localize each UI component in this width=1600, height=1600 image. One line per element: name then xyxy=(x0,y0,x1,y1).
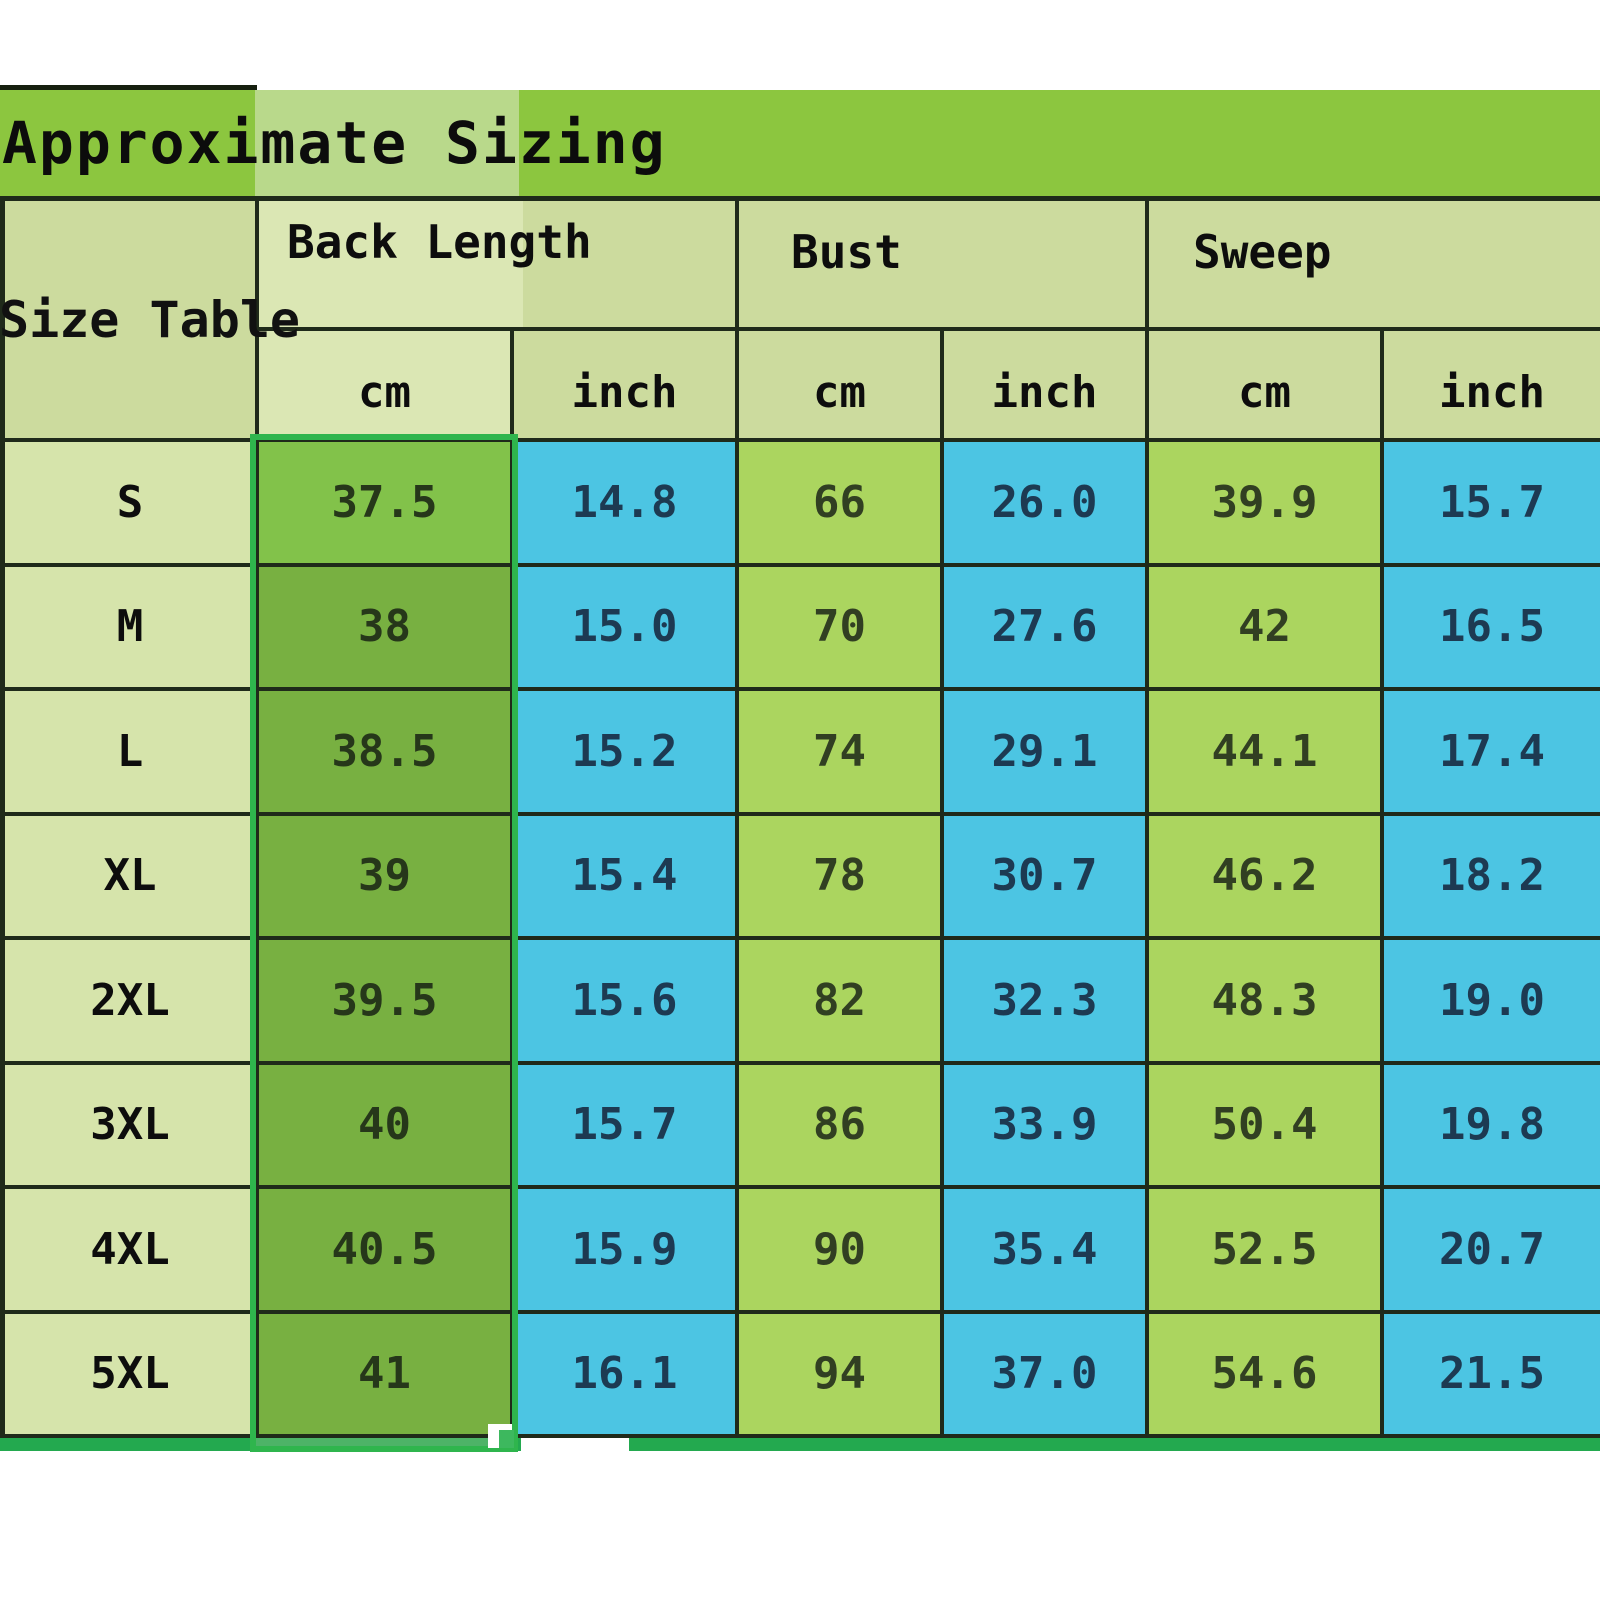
corner-header-cell: Size Table xyxy=(0,201,300,438)
cell-m-bust-cm: 70 xyxy=(739,566,940,687)
cell-l-back-inch: 15.2 xyxy=(514,691,735,812)
selection-handle[interactable] xyxy=(499,1430,514,1448)
cell-5xl-back-cm: 41 xyxy=(259,1313,510,1434)
row-label-5xl: 5XL xyxy=(5,1313,255,1434)
bottom-strip-white-gap xyxy=(521,1438,629,1451)
cell-s-bust-cm: 66 xyxy=(739,442,940,563)
cell-xl-bust-cm: 78 xyxy=(739,815,940,936)
corner-header-label: Size Table xyxy=(0,290,301,349)
cell-s-back-cm: 37.5 xyxy=(259,442,510,563)
page-title: Approximate Sizing xyxy=(2,109,667,177)
cell-l-sweep-cm: 44.1 xyxy=(1149,691,1380,812)
size-table: Size Table Back Length Bust Sweep cm inc… xyxy=(0,196,1600,1439)
cell-4xl-sweep-inch: 20.7 xyxy=(1384,1189,1600,1310)
row-label-3xl: 3XL xyxy=(5,1064,255,1185)
cell-2xl-bust-cm: 82 xyxy=(739,940,940,1061)
cell-s-sweep-inch: 15.7 xyxy=(1384,442,1600,563)
cell-2xl-bust-inch: 32.3 xyxy=(944,940,1145,1061)
row-label-s: S xyxy=(5,442,255,563)
cell-3xl-sweep-cm: 50.4 xyxy=(1149,1064,1380,1185)
unit-header-back-cm: cm xyxy=(259,331,510,438)
cell-l-bust-inch: 29.1 xyxy=(944,691,1145,812)
unit-header-sweep-cm: cm xyxy=(1149,331,1380,438)
cell-3xl-back-cm: 40 xyxy=(259,1064,510,1185)
cell-xl-sweep-inch: 18.2 xyxy=(1384,815,1600,936)
cell-xl-back-inch: 15.4 xyxy=(514,815,735,936)
cell-2xl-sweep-cm: 48.3 xyxy=(1149,940,1380,1061)
unit-header-bust-inch: inch xyxy=(944,331,1145,438)
cell-4xl-bust-cm: 90 xyxy=(739,1189,940,1310)
cell-m-back-inch: 15.0 xyxy=(514,566,735,687)
row-label-l: L xyxy=(5,691,255,812)
cell-3xl-bust-inch: 33.9 xyxy=(944,1064,1145,1185)
unit-header-sweep-inch: inch xyxy=(1384,331,1600,438)
cell-l-bust-cm: 74 xyxy=(739,691,940,812)
cell-s-bust-inch: 26.0 xyxy=(944,442,1145,563)
cell-5xl-sweep-cm: 54.6 xyxy=(1149,1313,1380,1434)
cell-m-back-cm: 38 xyxy=(259,566,510,687)
cell-5xl-bust-cm: 94 xyxy=(739,1313,940,1434)
cell-m-bust-inch: 27.6 xyxy=(944,566,1145,687)
cell-s-sweep-cm: 39.9 xyxy=(1149,442,1380,563)
cell-4xl-sweep-cm: 52.5 xyxy=(1149,1189,1380,1310)
cell-5xl-bust-inch: 37.0 xyxy=(944,1313,1145,1434)
cell-5xl-back-inch: 16.1 xyxy=(514,1313,735,1434)
cell-m-sweep-inch: 16.5 xyxy=(1384,566,1600,687)
cell-xl-back-cm: 39 xyxy=(259,815,510,936)
cell-3xl-back-inch: 15.7 xyxy=(514,1064,735,1185)
cell-3xl-bust-cm: 86 xyxy=(739,1064,940,1185)
selection-bottom-strip xyxy=(255,1438,510,1452)
cell-s-back-inch: 14.8 xyxy=(514,442,735,563)
title-bar: Approximate Sizing xyxy=(0,90,1600,196)
column-group-bust: Bust xyxy=(739,201,1145,327)
cell-m-sweep-cm: 42 xyxy=(1149,566,1380,687)
unit-header-back-inch: inch xyxy=(514,331,735,438)
cell-4xl-back-cm: 40.5 xyxy=(259,1189,510,1310)
cell-2xl-back-inch: 15.6 xyxy=(514,940,735,1061)
column-group-back-length: Back Length xyxy=(259,201,735,327)
top-edge-line xyxy=(0,85,257,91)
row-label-4xl: 4XL xyxy=(5,1189,255,1310)
row-label-xl: XL xyxy=(5,815,255,936)
cell-l-back-cm: 38.5 xyxy=(259,691,510,812)
cell-3xl-sweep-inch: 19.8 xyxy=(1384,1064,1600,1185)
cell-4xl-bust-inch: 35.4 xyxy=(944,1189,1145,1310)
row-label-m: M xyxy=(5,566,255,687)
cell-2xl-sweep-inch: 19.0 xyxy=(1384,940,1600,1061)
cell-2xl-back-cm: 39.5 xyxy=(259,940,510,1061)
unit-header-bust-cm: cm xyxy=(739,331,940,438)
cell-xl-bust-inch: 30.7 xyxy=(944,815,1145,936)
row-label-2xl: 2XL xyxy=(5,940,255,1061)
cell-5xl-sweep-inch: 21.5 xyxy=(1384,1313,1600,1434)
column-group-sweep: Sweep xyxy=(1149,201,1600,327)
cell-l-sweep-inch: 17.4 xyxy=(1384,691,1600,812)
cell-xl-sweep-cm: 46.2 xyxy=(1149,815,1380,936)
cell-4xl-back-inch: 15.9 xyxy=(514,1189,735,1310)
table-bottom-strip xyxy=(0,1438,1600,1451)
